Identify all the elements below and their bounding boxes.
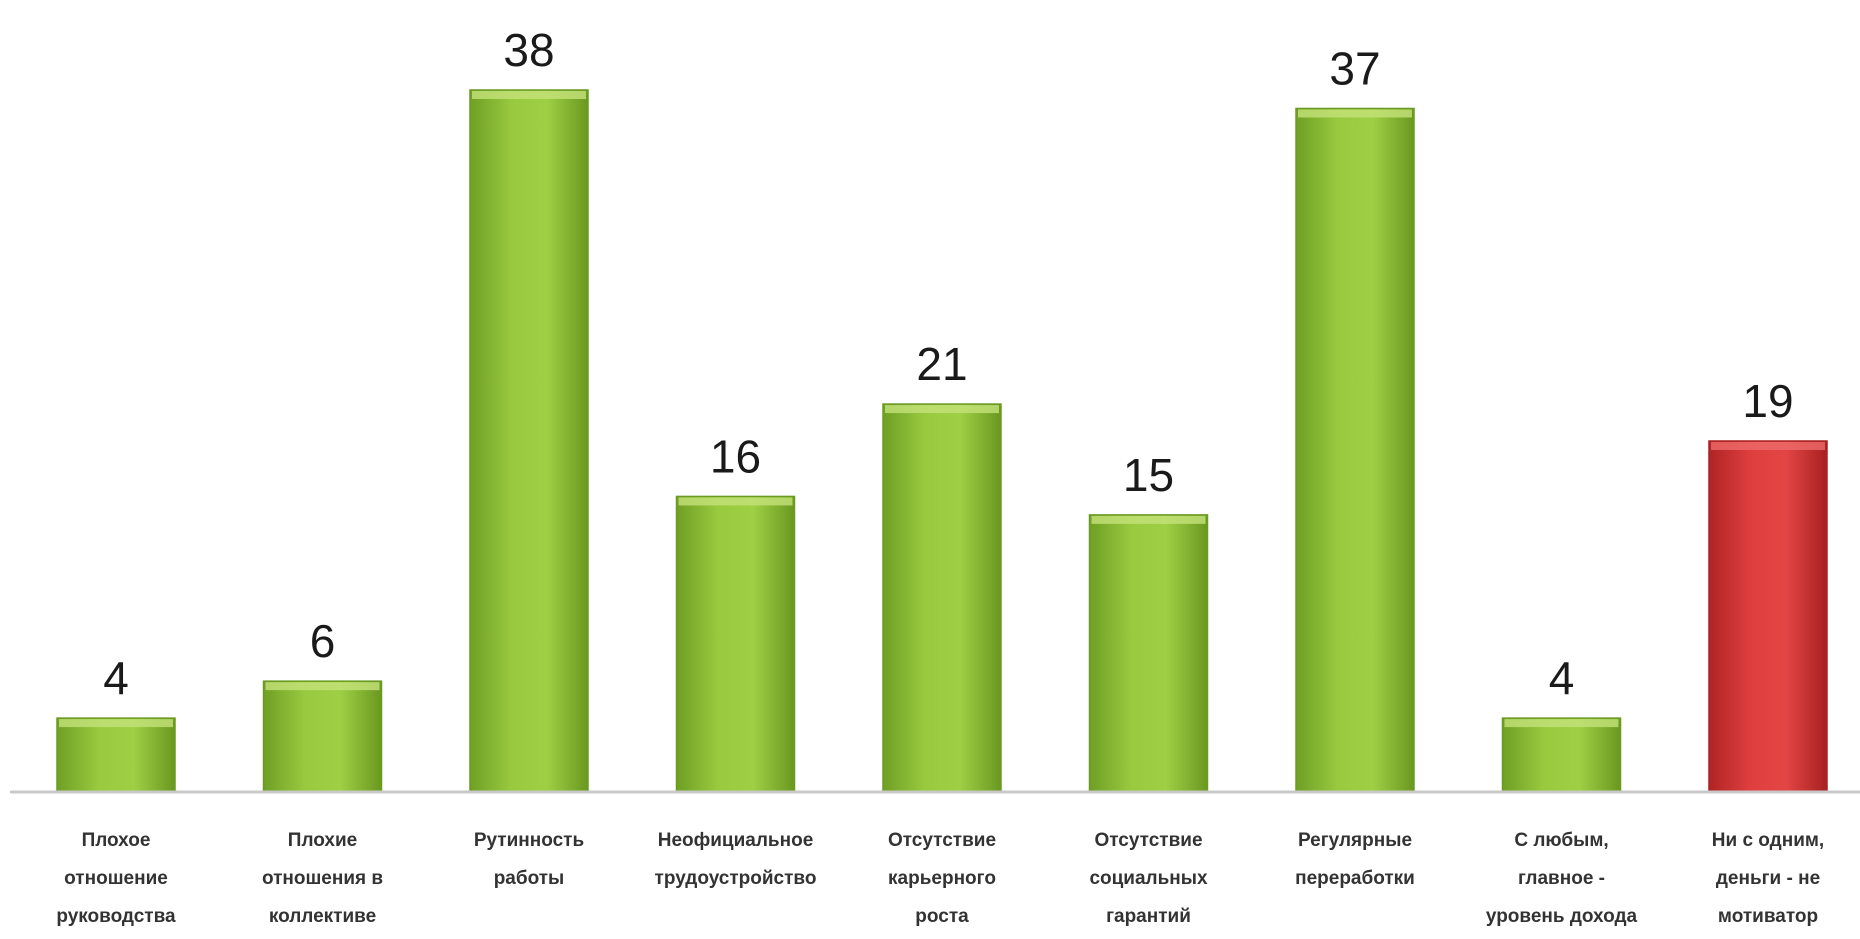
category-label-line: С любым, [1514,830,1608,851]
category-label-9: Ни с одним, деньги - не мотиватор [1712,830,1824,927]
category-label-1: Плохое отношение руководства [56,830,176,927]
category-label-3: Рутинность работы [474,830,584,889]
bar-4 [675,495,796,793]
bar-highlight-9 [1711,442,1825,450]
category-label-line: Отсутствие [1094,830,1202,851]
value-label-3: 38 [503,24,554,76]
value-labels-layer: 4 6 38 16 21 15 37 4 19 [103,24,1793,704]
bar-8 [1501,717,1622,793]
bar-1 [56,717,176,793]
bar-highlight-4 [678,497,793,506]
category-label-line: Ни с одним, [1712,830,1824,851]
value-label-7: 37 [1329,42,1380,94]
bar-highlight-5 [885,405,999,414]
category-label-line: отношения в [262,868,383,889]
category-label-line: коллективе [269,906,376,927]
value-label-1: 4 [103,652,129,704]
bar-highlight-3 [472,91,586,99]
category-label-line: мотиватор [1718,906,1818,927]
category-label-line: переработки [1295,868,1415,889]
category-label-line: социальных [1089,868,1208,889]
bar-highlight-8 [1504,719,1619,728]
category-label-line: роста [915,906,969,927]
category-label-line: Неофициальное [658,830,814,851]
category-label-line: деньги - не [1716,868,1820,889]
category-label-line: карьерного [888,868,996,889]
bar-highlight-7 [1298,109,1412,118]
category-label-7: Регулярные переработки [1295,830,1415,889]
bar-highlight-6 [1091,515,1206,524]
category-label-4: Неофициальное трудоустройство [655,830,817,889]
bar-highlight-2 [265,682,380,691]
bar-2 [262,680,383,793]
value-label-8: 4 [1549,652,1575,704]
category-label-line: Рутинность [474,830,584,851]
value-label-6: 15 [1123,449,1174,501]
category-label-line: трудоустройство [655,868,817,889]
category-label-8: С любым, главное - уровень дохода [1486,830,1638,927]
category-label-line: гарантий [1106,906,1191,927]
category-label-line: Плохое [82,830,151,851]
category-label-line: уровень дохода [1486,906,1638,927]
category-label-2: Плохие отношения в коллективе [262,830,383,927]
category-label-6: Отсутствие социальных гарантий [1089,830,1208,927]
category-label-line: главное - [1518,868,1605,889]
category-label-line: работы [494,868,565,889]
bar-highlight-1 [59,719,173,728]
category-label-line: Плохие [288,830,357,851]
category-label-line: Регулярные [1298,830,1412,851]
bar-7 [1295,107,1415,793]
category-labels-layer: Плохое отношение руководства Плохие отношени… [56,830,1824,927]
value-label-2: 6 [310,615,336,667]
value-label-5: 21 [916,338,967,390]
bar-6 [1088,514,1209,793]
bar-5 [882,403,1002,793]
category-label-5: Отсутствие карьерного роста [888,830,996,927]
category-label-line: Отсутствие [888,830,996,851]
category-label-line: руководства [56,906,176,927]
value-label-4: 16 [710,430,761,482]
category-label-line: отношение [64,868,168,889]
bar-9 [1708,440,1828,793]
bar-3 [469,89,589,793]
value-label-9: 19 [1742,375,1793,427]
